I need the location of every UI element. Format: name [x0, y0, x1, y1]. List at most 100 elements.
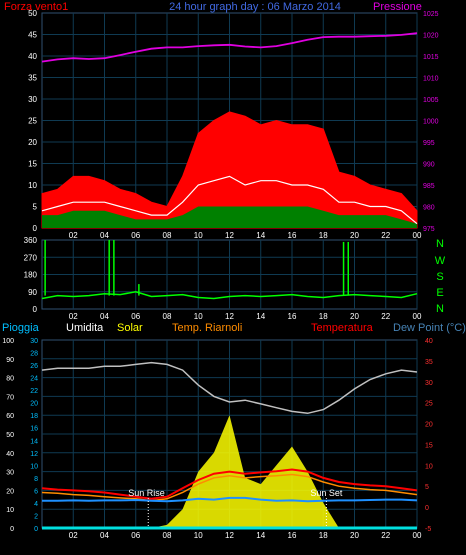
- p1-xtick-14: 14: [256, 231, 265, 240]
- p2-ytick-180: 180: [24, 271, 38, 280]
- wind-direction-lines: [41, 240, 418, 300]
- p2-xtick-06: 06: [131, 312, 140, 321]
- p3-temptick-35: 35: [425, 359, 433, 366]
- p3-temptick-30: 30: [425, 380, 433, 387]
- p3-raintick-28: 28: [30, 351, 38, 358]
- p1-rtick-1010: 1010: [423, 76, 439, 83]
- p3-temptick-40: 40: [425, 338, 433, 345]
- p3-raintick-14: 14: [30, 438, 38, 445]
- p3-temptick--5: -5: [425, 526, 431, 533]
- p3-xtick-04: 04: [100, 531, 109, 540]
- p1-ytick-15: 15: [28, 160, 37, 169]
- wind-speed-label: Forza vento1: [4, 1, 68, 13]
- p3-raintick-8: 8: [34, 476, 38, 483]
- chart-title: 24 hour graph day : 06 Marzo 2014: [169, 1, 341, 13]
- p1-rtick-1020: 1020: [423, 33, 439, 40]
- p3-humtick-20: 20: [6, 488, 14, 495]
- p2-xtick-22: 22: [381, 312, 390, 321]
- pressure-axis: 975 980 985 990 995 1000 1005 1010 1015 1020 1025: [423, 11, 439, 233]
- wind-speed-axis: 0 5 10 15 20 25 30 35 40 45 50: [28, 9, 37, 233]
- p3-humtick-90: 90: [6, 357, 14, 364]
- p1-rtick-995: 995: [423, 140, 435, 147]
- p3-humtick-30: 30: [6, 470, 14, 477]
- p3-xtick-12: 12: [225, 531, 234, 540]
- compass-label-s: S: [436, 271, 443, 283]
- p3-xtick-10: 10: [194, 531, 203, 540]
- p2-ytick-360: 360: [24, 236, 38, 245]
- p1-ytick-30: 30: [28, 95, 37, 104]
- p3-temptick-20: 20: [425, 422, 433, 429]
- p3-raintick-10: 10: [30, 463, 38, 470]
- p1-ytick-20: 20: [28, 138, 37, 147]
- p3-humtick-10: 10: [6, 507, 14, 514]
- p1-xtick-04: 04: [100, 231, 109, 240]
- p1-ytick-10: 10: [28, 181, 37, 190]
- p3-xtick-08: 08: [163, 531, 172, 540]
- p1-xtick-22: 22: [381, 231, 390, 240]
- wind-areas: [41, 111, 418, 229]
- p2-ytick-270: 270: [24, 253, 38, 262]
- p3-humtick-60: 60: [6, 413, 14, 420]
- sun-annotations: Sun Rise Sun Set: [128, 488, 343, 528]
- p3-xtick-22: 22: [381, 531, 390, 540]
- p3-xtick-06: 06: [131, 531, 140, 540]
- p1-xtick-12: 12: [225, 231, 234, 240]
- temperatura-line: [41, 468, 418, 500]
- wind-direction-axis: 0 90 180 270 360: [24, 236, 38, 314]
- p3-temptick-10: 10: [425, 463, 433, 470]
- p2-xtick-04: 04: [100, 312, 109, 321]
- p1-ytick-25: 25: [28, 117, 37, 126]
- p3-raintick-2: 2: [34, 513, 38, 520]
- p1-ytick-50: 50: [28, 9, 37, 18]
- p1-rtick-1025: 1025: [423, 11, 439, 18]
- p3-temptick-15: 15: [425, 442, 433, 449]
- p3-raintick-0: 0: [34, 526, 38, 533]
- sun-set-label: Sun Set: [310, 488, 343, 498]
- p1-xtick-10: 10: [194, 231, 203, 240]
- humidity-axis: 0 10 20 30 40 50 60 70 80 90 100: [2, 338, 14, 533]
- p3-raintick-24: 24: [30, 376, 38, 383]
- p3-xtick-02: 02: [69, 531, 78, 540]
- wind-base-area: [42, 206, 417, 228]
- p1-rtick-1000: 1000: [423, 119, 439, 126]
- compass-label-n1: N: [436, 238, 444, 250]
- p3-raintick-26: 26: [30, 363, 38, 370]
- humidity-line: [41, 361, 418, 415]
- p1-xtick-16: 16: [288, 231, 297, 240]
- p3-humtick-40: 40: [6, 451, 14, 458]
- temp-humidity-lines: [41, 361, 418, 530]
- p1-rtick-1015: 1015: [423, 54, 439, 61]
- p1-ytick-40: 40: [28, 52, 37, 61]
- p1-ytick-5: 5: [33, 203, 38, 212]
- p1-rtick-990: 990: [423, 162, 435, 169]
- wind-average-line: [41, 175, 418, 225]
- p3-raintick-30: 30: [30, 338, 38, 345]
- p1-xtick-20: 20: [350, 231, 359, 240]
- p1-xtick-02: 02: [69, 231, 78, 240]
- temperature-axis: -5 0 5 10 15 20 25 30 35 40: [425, 338, 433, 533]
- p3-humtick-0: 0: [10, 526, 14, 533]
- temp-riarnoli-line: [41, 473, 418, 502]
- legend-dew-point: Dew Point (°C): [393, 322, 466, 334]
- p3-raintick-18: 18: [30, 413, 38, 420]
- p3-raintick-22: 22: [30, 388, 38, 395]
- dew-point-line: [42, 496, 418, 503]
- p3-xtick-16: 16: [288, 531, 297, 540]
- p1-rtick-975: 975: [423, 226, 435, 233]
- p1-xtick-18: 18: [319, 231, 328, 240]
- p3-raintick-12: 12: [30, 451, 38, 458]
- p3-xtick-20: 20: [350, 531, 359, 540]
- wind-direction-grid: [42, 240, 418, 309]
- p3-raintick-20: 20: [30, 401, 38, 408]
- compass-labels: N W S E N: [435, 238, 446, 315]
- p2-xtick-16: 16: [288, 312, 297, 321]
- compass-label-e: E: [436, 287, 443, 299]
- p1-xtick-06: 06: [131, 231, 140, 240]
- legend-temp-riarnoli: Temp. Riarnoli: [172, 322, 242, 334]
- legend-solar: Solar: [117, 322, 143, 334]
- wind-direction-line: [41, 291, 418, 300]
- legend-umidita: Umidita: [66, 322, 104, 334]
- pressure-label: Pressione: [373, 1, 422, 13]
